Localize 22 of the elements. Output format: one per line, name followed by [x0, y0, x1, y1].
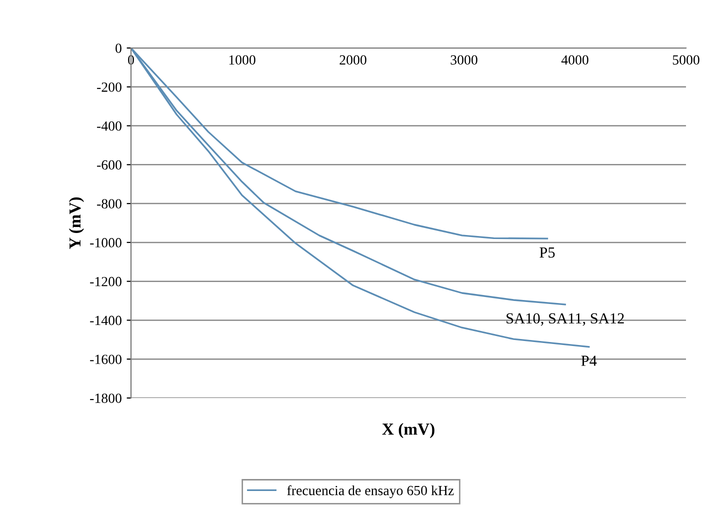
y-tick-label: -1200	[90, 276, 122, 286]
x-tick-label: 5000	[672, 55, 700, 65]
y-tick-label: -1000	[90, 238, 122, 248]
y-tick-label: -600	[97, 160, 122, 170]
y-tick-label: -1400	[90, 316, 122, 326]
x-tick-label: 2000	[340, 55, 366, 65]
annotation: P4	[581, 356, 597, 366]
x-tick-label: 3000	[450, 55, 478, 65]
x-axis-title: X (mV)	[382, 423, 434, 438]
x-tick-label: 1000	[229, 55, 256, 65]
y-tick-label: -800	[97, 199, 122, 209]
y-tick-label: -1800	[90, 394, 122, 403]
y-tick-label: 0	[116, 44, 122, 53]
annotation: SA10, SA11, SA12	[506, 313, 624, 326]
y-tick-label: -200	[97, 82, 122, 92]
y-axis-title: Y (mV)	[68, 197, 84, 250]
y-tick-label: -1600	[90, 354, 122, 364]
x-tick-label: 4000	[561, 55, 588, 65]
annotation: P5	[540, 247, 555, 258]
y-tick-label: -400	[97, 121, 122, 131]
legend-label: frecuencia de ensayo 650 kHz	[287, 485, 454, 498]
x-tick-label: 0	[128, 55, 134, 65]
